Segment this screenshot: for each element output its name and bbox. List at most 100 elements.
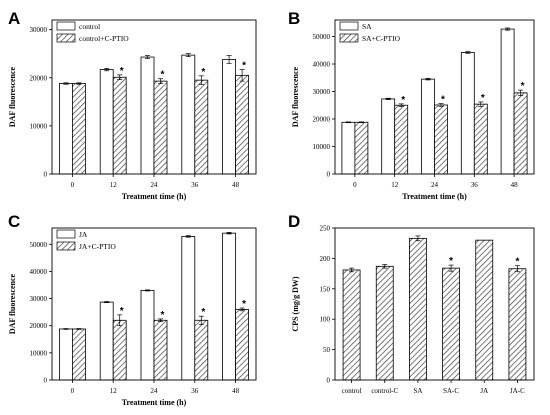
bar-hatched xyxy=(153,80,168,175)
x-axis-title: Treatment time (h) xyxy=(122,398,187,407)
x-tick-label: 24 xyxy=(151,387,159,395)
x-tick-label: 24 xyxy=(151,181,159,189)
bar-open xyxy=(341,121,356,175)
significance-star: * xyxy=(521,81,525,92)
legend-label: JA+C-PTIO xyxy=(79,242,116,251)
bar-hatched xyxy=(475,239,494,381)
y-axis-title: DAF fluorescence xyxy=(291,66,300,127)
significance-star: * xyxy=(201,67,205,78)
bar-hatched xyxy=(194,79,209,175)
bar-open xyxy=(181,236,196,381)
panel-letter: A xyxy=(8,9,20,28)
y-tick-label: 30000 xyxy=(30,295,48,303)
x-tick-label: 36 xyxy=(471,181,479,189)
significance-star: * xyxy=(515,257,519,268)
x-tick-label: control xyxy=(342,387,362,395)
bar-hatched xyxy=(508,268,527,381)
legend-swatch xyxy=(56,229,76,239)
x-tick-label: 0 xyxy=(71,181,75,189)
legend-label: JA xyxy=(79,230,88,239)
x-tick-label: 36 xyxy=(191,181,199,189)
y-tick-label: 100 xyxy=(320,316,331,324)
legend-swatch xyxy=(56,21,76,31)
bar-open xyxy=(222,59,237,175)
bar-open xyxy=(99,69,114,175)
bar-hatched xyxy=(473,103,488,175)
y-tick-label: 10000 xyxy=(30,122,48,130)
y-tick-label: 40000 xyxy=(313,61,331,69)
y-tick-label: 200 xyxy=(320,255,331,263)
chart-panel-c: C 0 10000 20000 30000 40000 50000 0 * 12 * 24 * 36 * 48… xyxy=(8,212,257,407)
y-tick-label: 10000 xyxy=(30,349,48,357)
legend-swatch xyxy=(56,241,76,251)
significance-star: * xyxy=(481,93,485,104)
chart-panel-a: A 0 10000 20000 30000 0 * 12 * 24 * 36 * 48 Treatment … xyxy=(8,9,257,201)
x-tick-label: 0 xyxy=(71,387,75,395)
bar-hatched xyxy=(235,74,250,175)
bar-open xyxy=(99,301,114,381)
significance-star: * xyxy=(441,95,445,106)
x-tick-label: JA xyxy=(480,387,488,395)
panel-letter: B xyxy=(288,9,300,28)
x-tick-label: 12 xyxy=(391,181,399,189)
plot-frame xyxy=(334,19,535,175)
y-tick-label: 0 xyxy=(327,377,331,385)
y-tick-label: 50000 xyxy=(30,241,48,249)
x-tick-label: 48 xyxy=(232,181,240,189)
y-tick-label: 0 xyxy=(327,171,331,179)
legend-label: SA xyxy=(362,22,372,31)
legend-label: SA+C-PTIO xyxy=(362,34,401,43)
bar-open xyxy=(381,98,396,175)
plot-frame xyxy=(51,227,257,381)
x-tick-label: 48 xyxy=(232,387,240,395)
bar-hatched xyxy=(112,319,127,381)
bar-open xyxy=(421,78,435,175)
bar-open xyxy=(140,290,155,381)
y-tick-label: 20000 xyxy=(30,74,48,82)
bar-hatched xyxy=(235,309,250,381)
y-tick-label: 0 xyxy=(44,171,48,179)
chart-panel-b: B 0 10000 20000 30000 40000 50000 0 * 12 * 24 * 36 * 48… xyxy=(288,9,535,201)
y-axis-title: DAF fluorescence xyxy=(8,273,17,334)
x-axis-title: Treatment time (h) xyxy=(122,192,187,201)
bar-open xyxy=(59,328,73,381)
panels: A01000020000300000*12*24*36*48Treatment … xyxy=(8,9,535,407)
x-tick-label: 12 xyxy=(110,387,118,395)
legend-swatch xyxy=(339,21,359,31)
bar-hatched xyxy=(354,121,369,175)
bar-hatched xyxy=(112,76,127,175)
plot-frame xyxy=(51,19,257,175)
x-tick-label: 36 xyxy=(191,387,199,395)
y-axis-title: DAF fluorescence xyxy=(8,66,17,127)
y-tick-label: 250 xyxy=(320,225,331,233)
bar-hatched xyxy=(394,104,409,175)
x-tick-label: SA xyxy=(413,387,422,395)
y-tick-label: 40000 xyxy=(30,268,48,276)
legend-swatch xyxy=(56,33,76,43)
significance-star: * xyxy=(449,256,453,267)
significance-star: * xyxy=(120,306,124,317)
panel-letter: C xyxy=(8,212,20,231)
y-axis-title: CPS (mg/g DW) xyxy=(291,276,300,331)
y-tick-label: 20000 xyxy=(30,322,48,330)
y-tick-label: 50000 xyxy=(313,33,331,41)
bar-open xyxy=(460,52,475,175)
y-tick-label: 30000 xyxy=(313,88,331,96)
x-axis-title: Treatment time (h) xyxy=(402,192,467,201)
bar-hatched xyxy=(409,237,427,381)
bar-hatched xyxy=(442,267,460,381)
bar-open xyxy=(59,83,73,175)
y-tick-label: 50 xyxy=(323,346,331,354)
bar-open xyxy=(500,28,515,175)
legend-label: control+C-PTIO xyxy=(79,34,129,43)
bar-hatched xyxy=(513,92,528,175)
bar-hatched xyxy=(342,269,361,381)
x-tick-label: control-C xyxy=(371,387,398,395)
y-tick-label: 10000 xyxy=(313,143,331,151)
significance-star: * xyxy=(120,66,124,77)
bar-open xyxy=(222,232,237,381)
x-tick-label: 24 xyxy=(431,181,439,189)
x-tick-label: 48 xyxy=(511,181,519,189)
bar-open xyxy=(181,54,196,175)
